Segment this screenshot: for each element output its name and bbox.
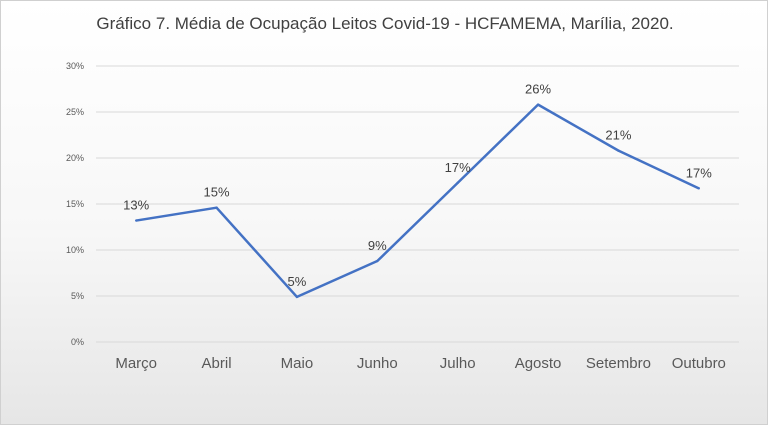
data-label: 26% xyxy=(525,82,551,97)
x-axis-ticks: Março Abril Maio Junho Julho Agosto Setembro Ou… xyxy=(115,355,726,372)
series-line xyxy=(135,103,700,299)
y-tick-label: 25% xyxy=(66,107,84,117)
data-point xyxy=(376,259,379,263)
gridlines xyxy=(96,65,739,343)
data-point xyxy=(697,187,701,190)
y-tick-label: 30% xyxy=(66,61,84,71)
x-tick-label: Maio xyxy=(281,355,314,372)
x-tick-label: Abril xyxy=(202,355,232,372)
y-tick-label: 15% xyxy=(66,199,84,209)
x-tick-label: Setembro xyxy=(586,355,651,372)
data-label: 9% xyxy=(368,238,387,253)
x-tick-label: Agosto xyxy=(515,355,562,372)
data-label: 21% xyxy=(605,128,631,143)
y-axis-ticks: 0% 5% 10% 15% 20% 25% 30% xyxy=(66,61,84,347)
x-tick-label: Junho xyxy=(357,355,398,372)
x-tick-label: Julho xyxy=(440,355,476,372)
x-tick-label: Outubro xyxy=(672,355,726,372)
series-line-group xyxy=(134,103,701,299)
data-point xyxy=(456,181,459,185)
y-tick-label: 0% xyxy=(71,337,84,347)
y-tick-label: 10% xyxy=(66,245,84,255)
data-point xyxy=(215,206,218,209)
data-point xyxy=(617,149,620,152)
data-label: 17% xyxy=(686,165,712,180)
y-tick-label: 5% xyxy=(71,291,84,301)
data-point xyxy=(536,103,540,106)
data-label: 17% xyxy=(445,160,471,175)
data-labels: 13% 15% 5% 9% 17% 26% 21% 17% xyxy=(123,82,712,289)
y-tick-label: 20% xyxy=(66,153,84,163)
x-tick-label: Março xyxy=(115,355,157,372)
data-point xyxy=(295,295,299,299)
data-label: 5% xyxy=(288,274,307,289)
data-point xyxy=(134,219,138,222)
data-label: 13% xyxy=(123,198,149,213)
data-label: 15% xyxy=(204,185,230,200)
chart-title: Gráfico 7. Média de Ocupação Leitos Covi… xyxy=(96,14,673,33)
